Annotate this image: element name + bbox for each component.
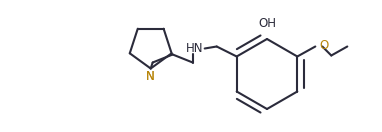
Text: O: O bbox=[319, 39, 329, 52]
Text: HN: HN bbox=[186, 42, 204, 55]
Text: N: N bbox=[146, 70, 155, 84]
Text: OH: OH bbox=[258, 17, 276, 30]
Text: N: N bbox=[146, 70, 155, 82]
